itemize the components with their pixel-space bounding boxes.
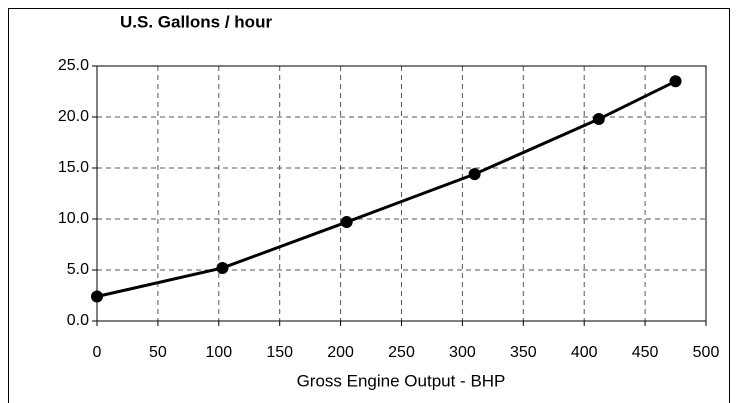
data-line <box>96 79 677 298</box>
data-point <box>340 216 353 229</box>
y-tick-label: 20.0 <box>58 108 89 125</box>
data-point <box>468 168 481 181</box>
x-tick-label: 500 <box>693 344 720 361</box>
chart-title: U.S. Gallons / hour <box>120 12 272 31</box>
y-tick-label: 15.0 <box>58 159 89 176</box>
data-point <box>216 261 229 274</box>
x-tick-label: 50 <box>149 344 167 361</box>
x-tick-label: 200 <box>327 344 354 361</box>
data-point <box>91 290 103 303</box>
chart-border <box>8 8 730 403</box>
data-point <box>592 113 605 126</box>
x-tick-label: 100 <box>205 344 232 361</box>
y-tick-label: 5.0 <box>67 261 89 278</box>
x-tick-label: 400 <box>571 344 598 361</box>
x-tick-label: 450 <box>632 344 659 361</box>
x-tick-label: 150 <box>266 344 293 361</box>
x-tick-label: 0 <box>93 344 102 361</box>
x-tick-label: 350 <box>510 344 537 361</box>
y-tick-label: 0.0 <box>67 312 89 329</box>
x-tick-label: 250 <box>388 344 415 361</box>
plot-area <box>96 65 707 322</box>
x-axis-label: Gross Engine Output - BHP <box>297 371 506 390</box>
y-tick-label: 10.0 <box>58 210 89 227</box>
y-tick-label: 25.0 <box>58 57 89 74</box>
x-tick-label: 300 <box>449 344 476 361</box>
data-point <box>669 75 682 88</box>
